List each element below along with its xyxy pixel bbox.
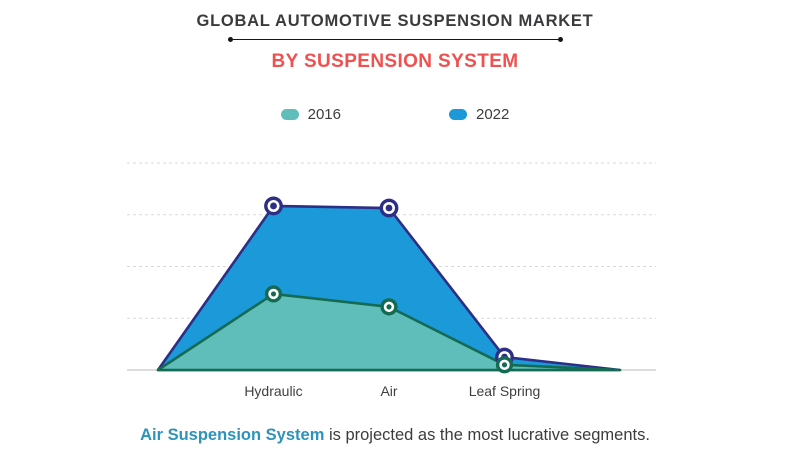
legend-item-2016[interactable]: 2016 (280, 106, 341, 123)
chart-header: GLOBAL AUTOMOTIVE SUSPENSION MARKET BY S… (0, 12, 790, 73)
x-axis-label-hydraulic: Hydraulic (244, 383, 302, 399)
legend-label-2022: 2022 (476, 106, 510, 123)
title-divider (227, 37, 563, 42)
divider-right-dot (557, 37, 563, 42)
legend-item-2022[interactable]: 2022 (449, 106, 509, 123)
divider-line (232, 38, 558, 41)
marker-2022-air[interactable] (379, 198, 399, 218)
legend-label-2016: 2016 (307, 106, 341, 123)
legend-swatch-2022 (449, 109, 467, 120)
page-subtitle: BY SUSPENSION SYSTEM (271, 51, 519, 72)
chart-caption: Air Suspension System is projected as th… (0, 426, 790, 445)
page-title: GLOBAL AUTOMOTIVE SUSPENSION MARKET (196, 12, 594, 30)
chart-legend: 2016 2022 (0, 106, 790, 123)
suspension-area-chart: Hydraulic Air Leaf Spring (127, 162, 656, 399)
divider-left-dot (227, 37, 233, 42)
legend-swatch-2016 (280, 109, 299, 120)
caption-highlight: Air Suspension System (140, 426, 325, 444)
marker-2016-hydraulic[interactable] (264, 285, 283, 303)
area-2016 (156, 292, 622, 372)
x-axis-label-air: Air (380, 383, 397, 399)
marker-2016-air[interactable] (380, 298, 398, 316)
marker-2016-leaf-spring[interactable] (495, 356, 514, 374)
marker-2022-hydraulic[interactable] (264, 196, 283, 216)
caption-rest: is projected as the most lucrative segme… (324, 426, 650, 444)
x-axis-label-leaf-spring: Leaf Spring (469, 383, 541, 399)
